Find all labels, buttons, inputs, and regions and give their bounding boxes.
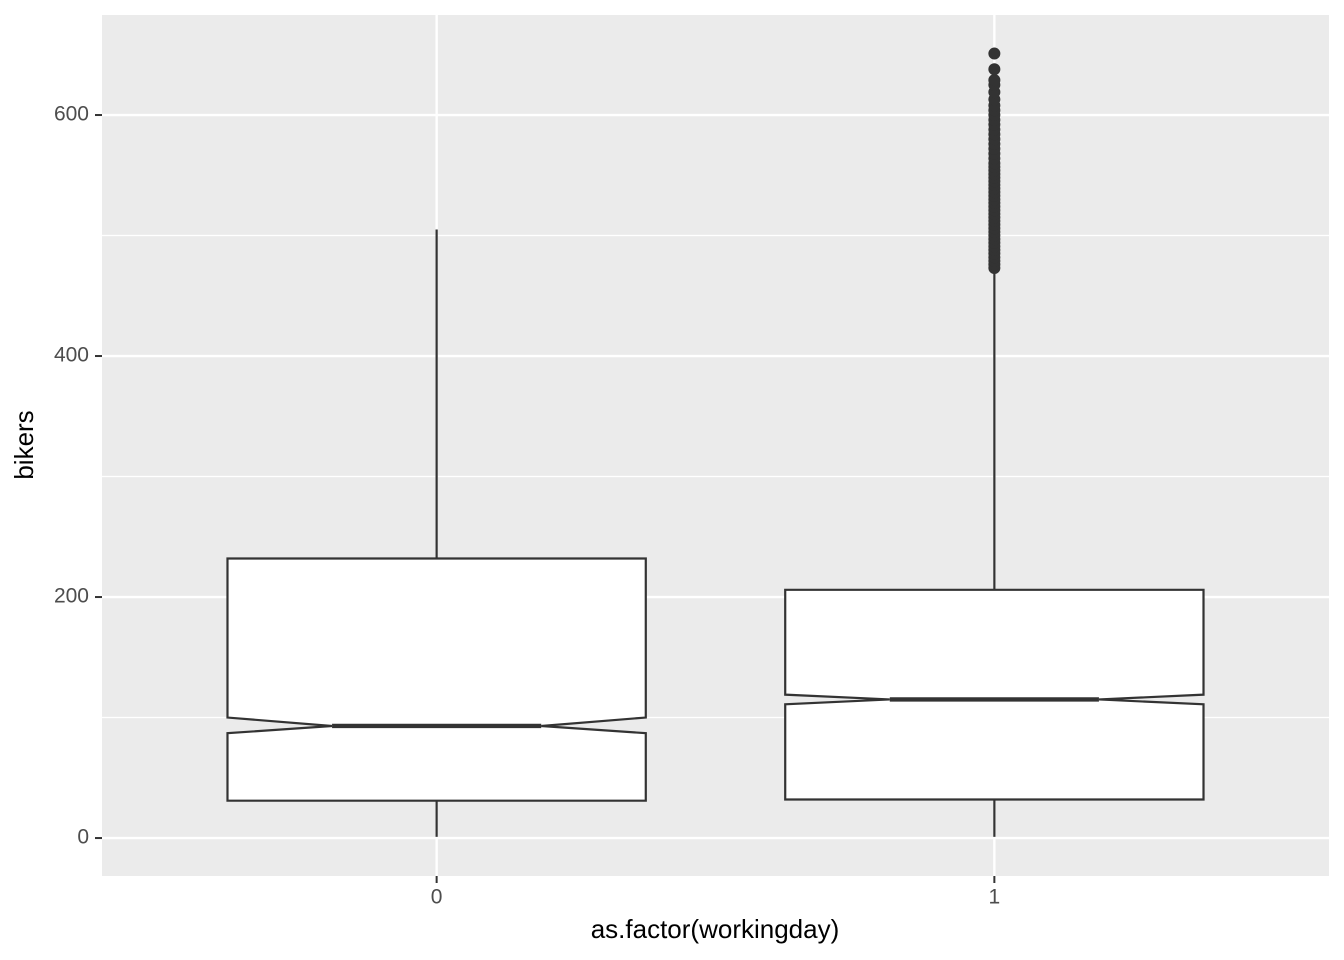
- box-body: [226, 557, 647, 802]
- outlier: [988, 63, 1001, 76]
- y-tick-label: 200: [54, 585, 89, 608]
- y-axis-title: bikers: [9, 410, 39, 479]
- y-tick-label: 0: [77, 826, 89, 849]
- y-tick-label: 400: [54, 344, 89, 367]
- outlier: [988, 74, 1001, 87]
- x-tick-label: 0: [431, 886, 443, 909]
- x-tick-label: 1: [989, 886, 1001, 909]
- y-tick-label: 600: [54, 103, 89, 126]
- outlier: [988, 47, 1001, 60]
- box-body: [784, 588, 1205, 801]
- x-axis-title: as.factor(workingday): [591, 914, 840, 944]
